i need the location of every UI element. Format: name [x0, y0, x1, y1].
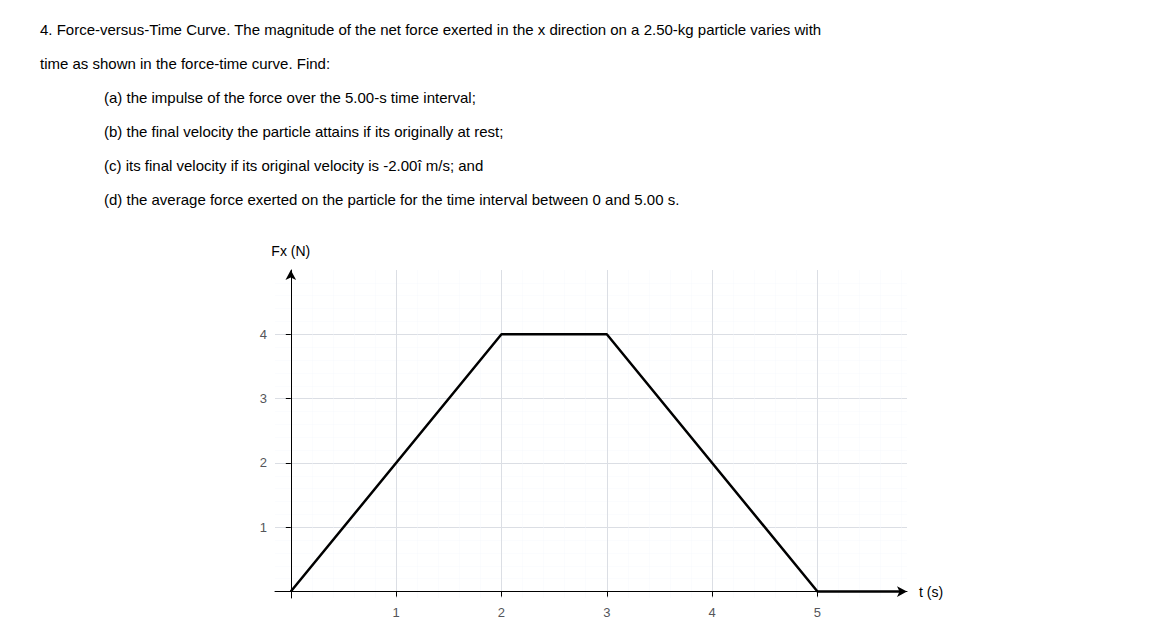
svg-text:1: 1	[260, 520, 267, 535]
svg-text:5: 5	[814, 605, 821, 620]
svg-text:3: 3	[603, 605, 610, 620]
svg-text:2: 2	[498, 605, 505, 620]
svg-text:2: 2	[260, 455, 267, 470]
svg-text:time as shown in the force-tim: time as shown in the force-time curve. F…	[40, 55, 330, 72]
svg-text:(a) the impulse of the force o: (a) the impulse of the force over the 5.…	[104, 89, 476, 106]
svg-text:4: 4	[260, 327, 267, 342]
svg-text:(d) the average force exerted: (d) the average force exerted on the par…	[104, 191, 679, 208]
svg-text:1: 1	[393, 605, 400, 620]
svg-text:4. Force-versus-Time Curve. Th: 4. Force-versus-Time Curve. The magnitud…	[40, 21, 821, 38]
svg-text:3: 3	[260, 391, 267, 406]
svg-text:t (s): t (s)	[919, 584, 943, 600]
svg-text:4: 4	[709, 605, 716, 620]
svg-text:(b) the final velocity the par: (b) the final velocity the particle atta…	[104, 123, 503, 140]
svg-text:Fx (N): Fx (N)	[271, 243, 310, 259]
svg-text:(c) its final velocity if its: (c) its final velocity if its original v…	[104, 157, 483, 174]
